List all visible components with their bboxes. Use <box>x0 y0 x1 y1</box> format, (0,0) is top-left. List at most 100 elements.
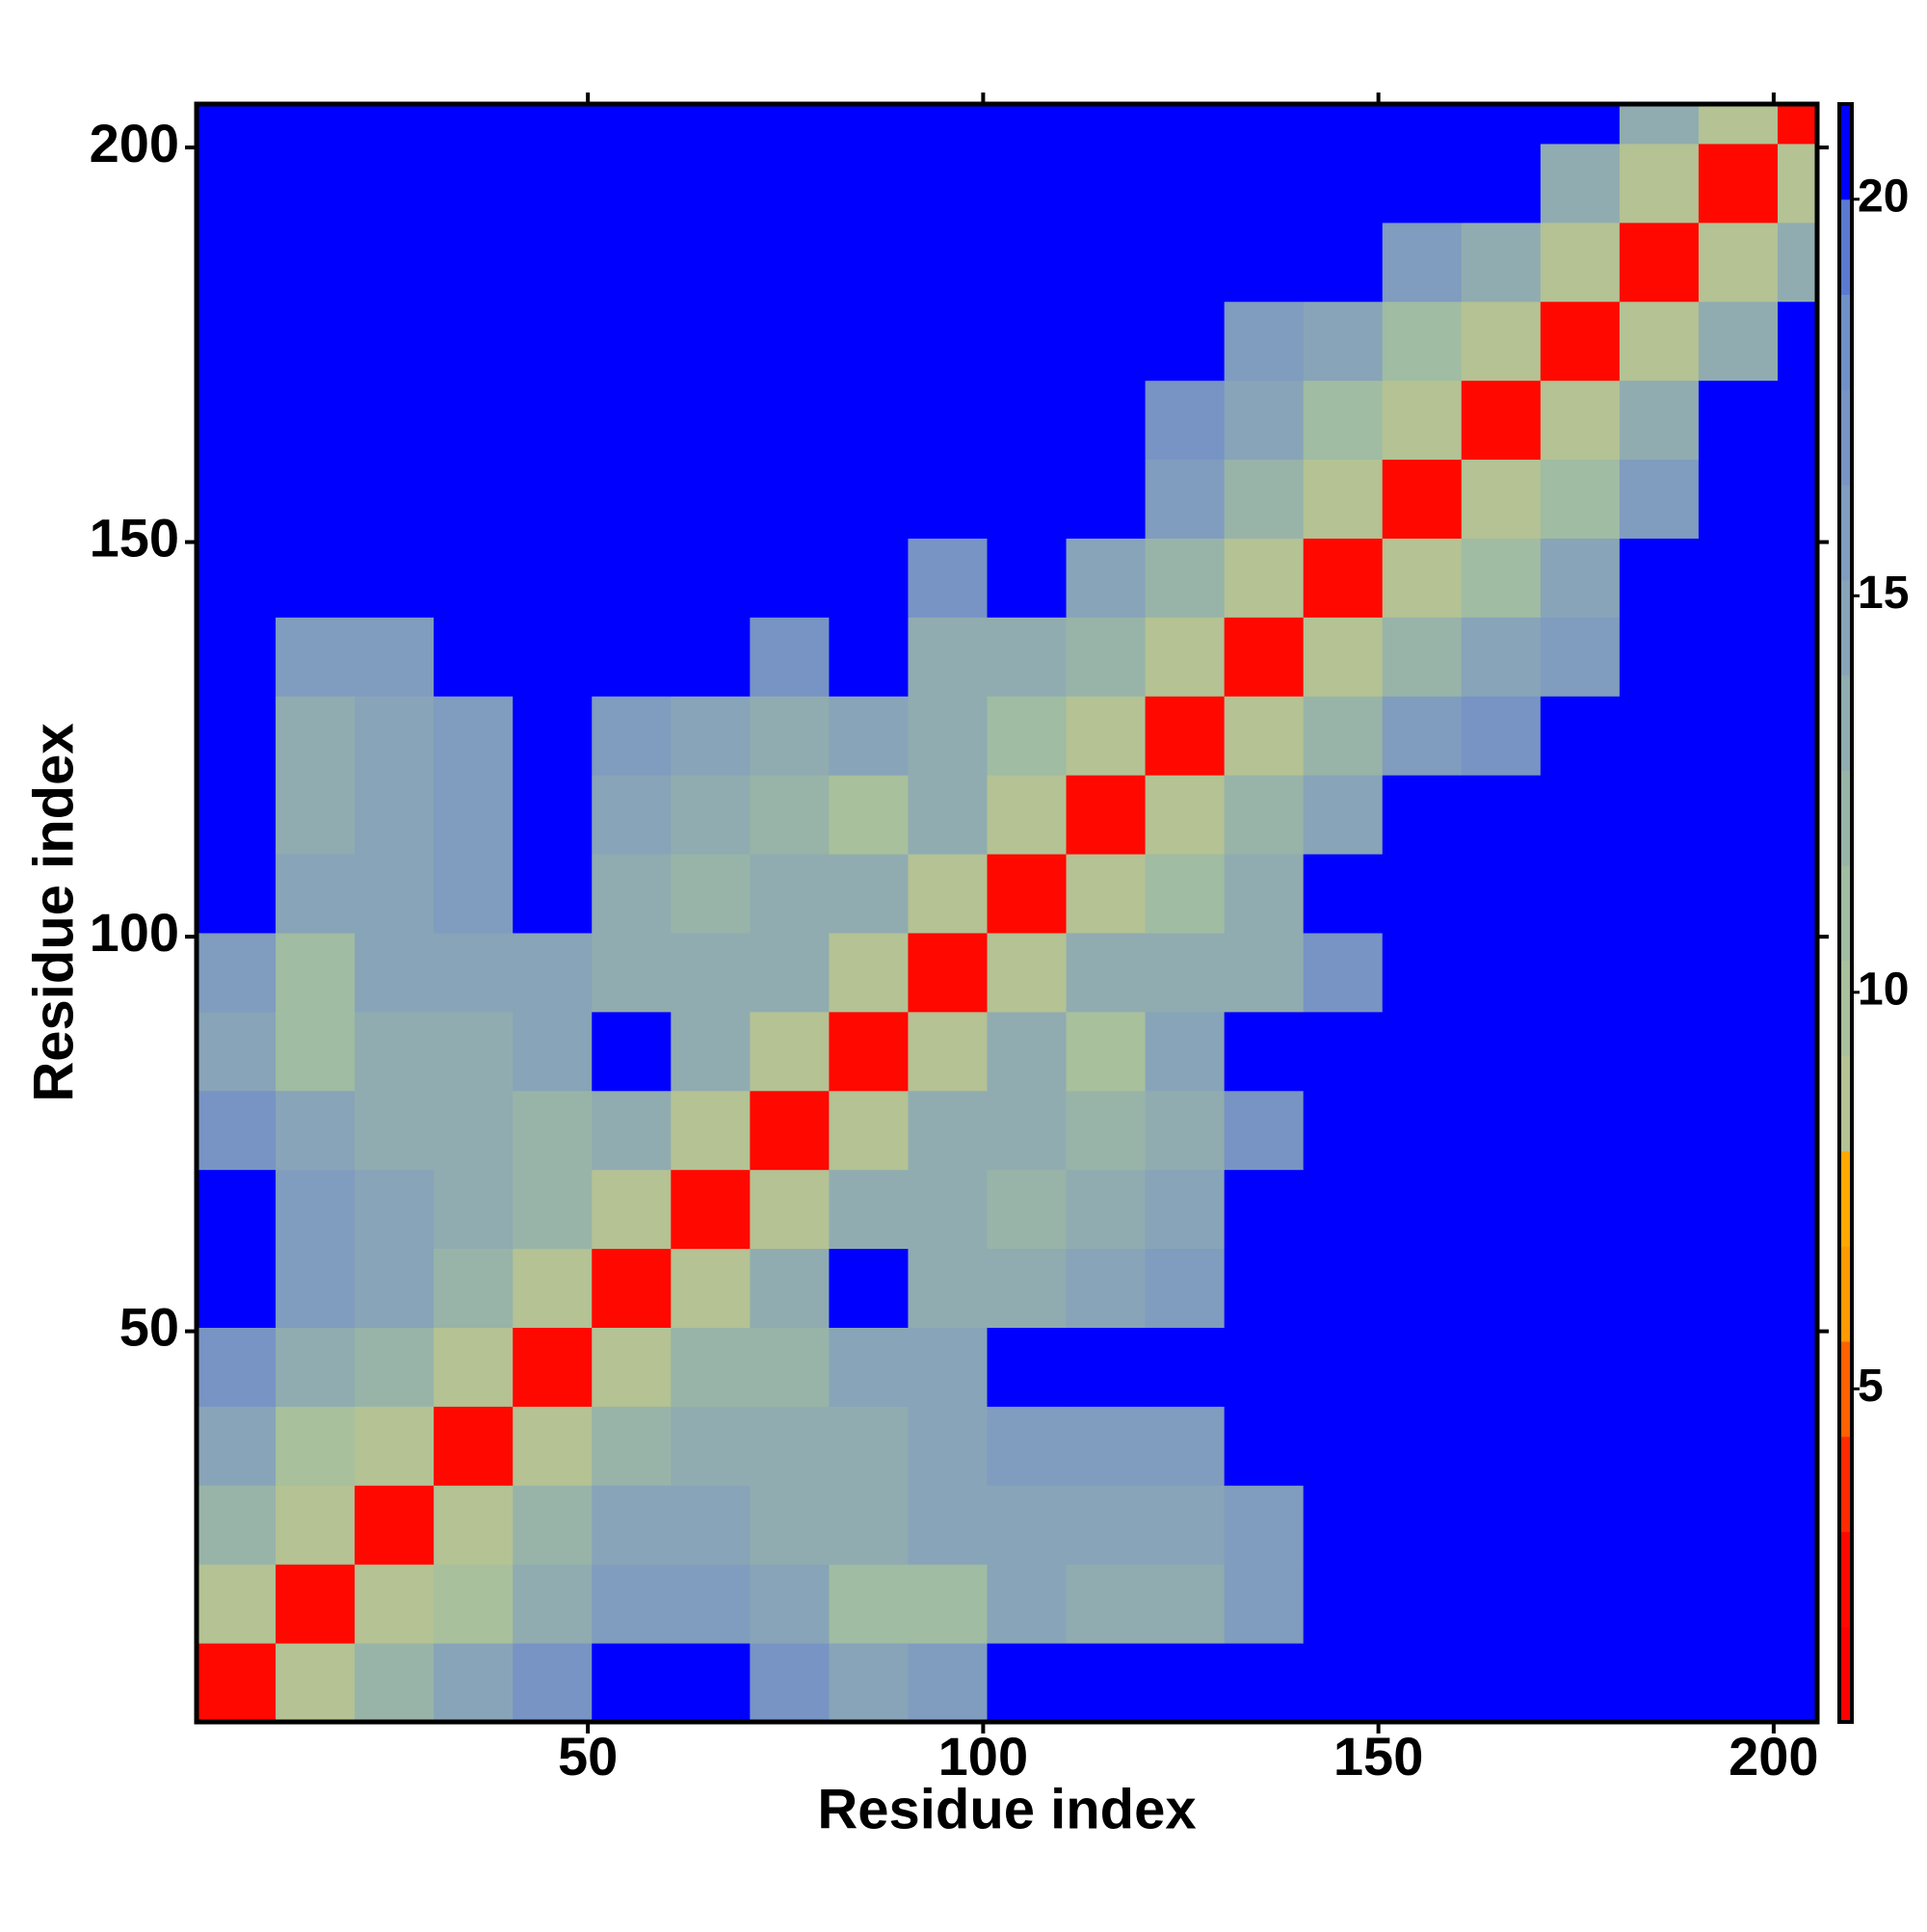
heatmap-cell <box>513 775 593 855</box>
heatmap-cell <box>1224 380 1305 461</box>
heatmap-cell <box>1461 301 1542 382</box>
heatmap-cell <box>513 1406 593 1486</box>
heatmap-cell <box>750 459 830 539</box>
heatmap-cell <box>1224 1011 1305 1092</box>
heatmap-cell <box>1540 380 1621 461</box>
heatmap-cell <box>1382 1406 1463 1486</box>
heatmap-cell <box>1303 459 1384 539</box>
colorbar-segment <box>1839 770 1852 866</box>
heatmap-cell <box>1540 1090 1621 1171</box>
heatmap-cell <box>355 696 435 776</box>
heatmap-cell <box>1540 1327 1621 1407</box>
heatmap-cell <box>1066 696 1147 776</box>
colorbar-segment <box>1839 389 1852 486</box>
heatmap-cell <box>829 380 909 461</box>
heatmap-cell <box>1382 380 1463 461</box>
heatmap-cell <box>1382 775 1463 855</box>
heatmap-cell <box>1303 1169 1384 1250</box>
heatmap-cell <box>276 1643 356 1723</box>
heatmap-cell <box>829 538 909 618</box>
heatmap-cell <box>750 538 830 618</box>
heatmap-cell <box>987 538 1068 618</box>
heatmap-cell <box>276 1327 356 1407</box>
heatmap-cell <box>908 1248 988 1328</box>
heatmap-cell <box>434 1248 514 1328</box>
heatmap-cell <box>1145 1090 1226 1171</box>
heatmap-cell <box>1619 775 1700 855</box>
heatmap-cell <box>434 1485 514 1565</box>
heatmap-cell <box>1303 222 1384 303</box>
heatmap-cell <box>1224 1327 1305 1407</box>
heatmap-cell <box>276 380 356 461</box>
heatmap-cell <box>987 1485 1068 1565</box>
heatmap-cell <box>1145 104 1226 145</box>
heatmap-cell <box>1777 1011 1818 1092</box>
y-axis-title: Residue index <box>22 723 85 1101</box>
heatmap-cell <box>1066 1011 1147 1092</box>
heatmap-cell <box>1619 932 1700 1013</box>
heatmap-cell <box>987 1643 1068 1723</box>
heatmap-cell <box>908 222 988 303</box>
heatmap-cell <box>513 1011 593 1092</box>
colorbar-frame <box>1837 102 1854 1724</box>
heatmap-cell <box>1303 1327 1384 1407</box>
heatmap-cell <box>750 1485 830 1565</box>
heatmap-cell <box>513 222 593 303</box>
heatmap-cell <box>1698 538 1779 618</box>
heatmap-cell <box>1382 1248 1463 1328</box>
heatmap-cell <box>671 1643 751 1723</box>
heatmap-cell <box>1145 1485 1226 1565</box>
heatmap-cell <box>829 459 909 539</box>
heatmap-cell <box>592 1248 672 1328</box>
heatmap-cell <box>987 143 1068 224</box>
heatmap-cell <box>1461 1406 1542 1486</box>
heatmap-cell <box>829 222 909 303</box>
heatmap-cell <box>355 775 435 855</box>
heatmap-cell <box>197 1327 277 1407</box>
heatmap-cell <box>1619 1248 1700 1328</box>
heatmap-cell <box>1461 617 1542 697</box>
heatmap-cell <box>513 854 593 934</box>
heatmap-cell <box>513 1485 593 1565</box>
heatmap-cell <box>434 854 514 934</box>
heatmap-cell <box>829 932 909 1013</box>
heatmap-cell <box>1224 301 1305 382</box>
heatmap-cell <box>750 1248 830 1328</box>
heatmap-cell <box>513 104 593 145</box>
heatmap-cell <box>1224 1090 1305 1171</box>
heatmap-cell <box>1382 1011 1463 1092</box>
heatmap-cell <box>829 143 909 224</box>
heatmap-cell <box>1303 854 1384 934</box>
heatmap-cell <box>671 538 751 618</box>
heatmap-cell <box>1698 143 1779 224</box>
heatmap-cell <box>1303 104 1384 145</box>
heatmap-cell <box>197 775 277 855</box>
heatmap-cell <box>513 301 593 382</box>
heatmap-cell <box>1540 143 1621 224</box>
heatmap-cell <box>1066 459 1147 539</box>
heatmap-cell <box>908 932 988 1013</box>
heatmap-cell <box>671 1169 751 1250</box>
heatmap-cell <box>197 1011 277 1092</box>
heatmap-cell <box>908 775 988 855</box>
heatmap-cell <box>1461 1327 1542 1407</box>
heatmap-cell <box>1145 696 1226 776</box>
heatmap-cell <box>276 143 356 224</box>
heatmap-cell <box>1777 1169 1818 1250</box>
heatmap-cell <box>1777 617 1818 697</box>
heatmap-cell <box>1540 1564 1621 1644</box>
colorbar-segment <box>1839 104 1852 200</box>
heatmap-cell <box>1145 1169 1226 1250</box>
heatmap-cell <box>513 380 593 461</box>
heatmap-cell <box>750 1406 830 1486</box>
heatmap-cell <box>1619 538 1700 618</box>
heatmap-cell <box>1382 932 1463 1013</box>
heatmap-cell <box>671 617 751 697</box>
heatmap-cell <box>434 459 514 539</box>
x-tick-label: 50 <box>558 1726 618 1786</box>
heatmap-cell <box>1777 459 1818 539</box>
heatmap-cell <box>434 1406 514 1486</box>
heatmap-cell <box>434 538 514 618</box>
heatmap-cell <box>1461 775 1542 855</box>
x-tick-label: 150 <box>1333 1726 1423 1786</box>
